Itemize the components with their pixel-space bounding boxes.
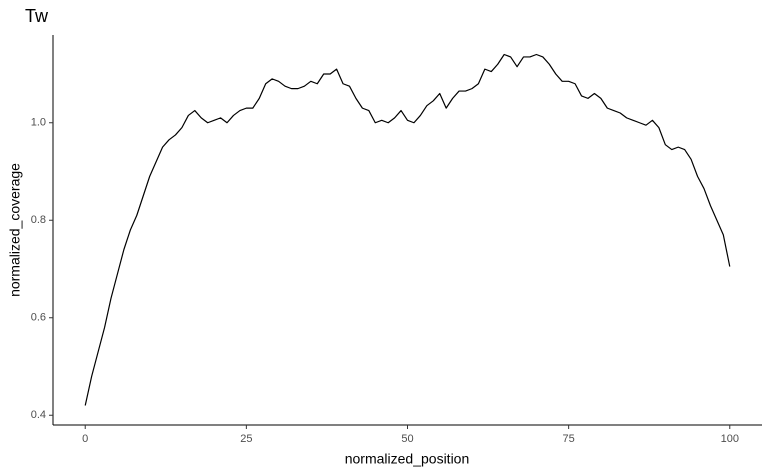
y-tick-label: 1.0	[31, 117, 46, 129]
y-axis-title: normalized_coverage	[7, 163, 23, 297]
x-tick-label: 100	[721, 433, 739, 445]
x-tick-label: 75	[563, 433, 575, 445]
chart-title: Tw	[25, 6, 49, 26]
y-tick-label: 0.8	[31, 214, 46, 226]
y-tick-label: 0.6	[31, 312, 46, 324]
x-tick-label: 50	[401, 433, 413, 445]
x-tick-label: 0	[82, 433, 88, 445]
y-tick-label: 0.4	[31, 409, 46, 421]
line	[84, 53, 731, 406]
x-tick-label: 25	[240, 433, 252, 445]
x-axis-title: normalized_position	[345, 451, 470, 467]
